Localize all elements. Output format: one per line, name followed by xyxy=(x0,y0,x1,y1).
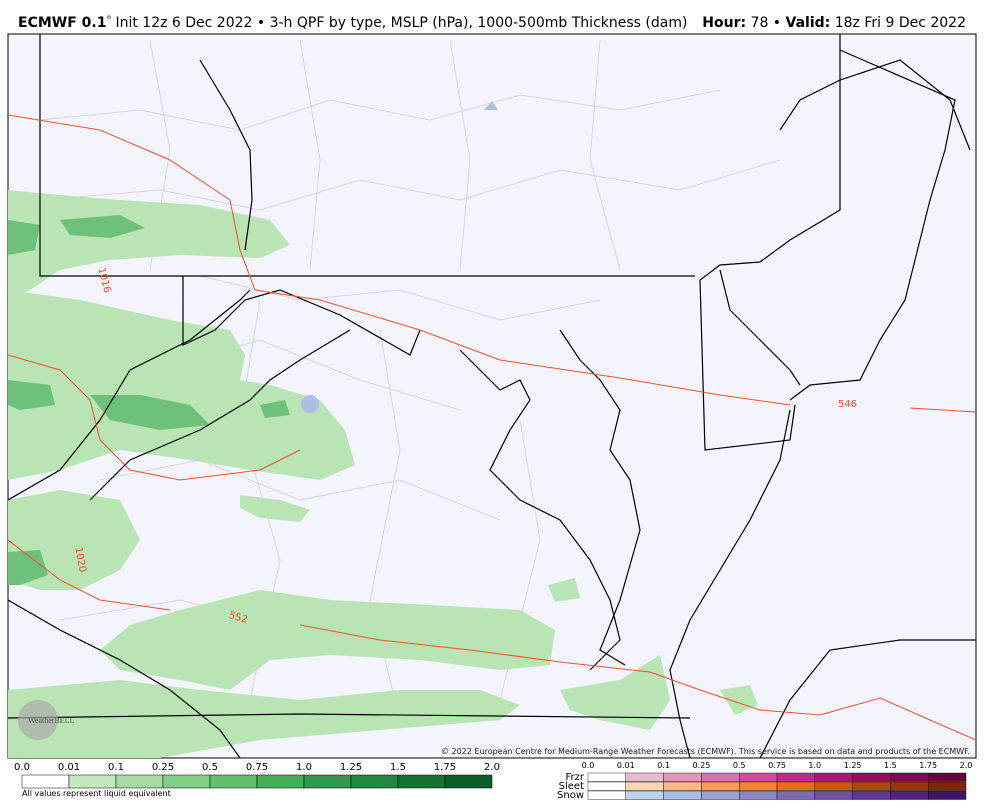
legend-swatch xyxy=(928,772,967,782)
contour-label: 1020 xyxy=(72,546,87,573)
legend-swatch xyxy=(625,790,664,800)
rain-legend: All values represent liquid equivalent 0… xyxy=(14,762,500,798)
legend-swatch xyxy=(814,781,853,791)
model: ECMWF 0.1 xyxy=(18,15,106,31)
legend-swatch xyxy=(701,790,740,800)
watermark: WeatherBELL xyxy=(18,700,75,740)
credit: © 2022 European Centre for Medium-Range … xyxy=(441,747,970,756)
legend-swatch xyxy=(890,772,929,782)
legend-swatch xyxy=(350,774,399,789)
legend-swatch xyxy=(587,781,626,791)
legend-tick: 0.01 xyxy=(58,762,80,773)
legend-swatch xyxy=(663,772,702,782)
legend-swatch xyxy=(739,790,778,800)
legend-swatch xyxy=(701,781,740,791)
legend-tick: 0.25 xyxy=(692,761,710,770)
legend-swatch xyxy=(68,774,117,789)
contours xyxy=(8,114,976,741)
legend-tick: 1.25 xyxy=(844,761,862,770)
legend-swatch xyxy=(663,790,702,800)
description: Init 12z 6 Dec 2022 • 3-h QPF by type, M… xyxy=(115,15,687,31)
legend-tick: 0.5 xyxy=(733,761,746,770)
precip xyxy=(8,101,758,758)
legend-tick: 0.25 xyxy=(152,762,174,773)
legend-tick: 0.0 xyxy=(582,761,595,770)
header-right: Hour: 78 • Valid: 18z Fri 9 Dec 2022 xyxy=(702,15,966,31)
legend-swatch xyxy=(852,781,891,791)
legend-tick: 2.0 xyxy=(960,761,973,770)
legend-swatch xyxy=(739,781,778,791)
legend-tick: 1.75 xyxy=(434,762,456,773)
type-legend: 0.0 0.01 0.1 0.25 0.5 0.75 1.0 1.25 1.5 1.75 2.0 Fr… xyxy=(557,761,972,801)
legend-swatch xyxy=(397,774,446,789)
legend-swatch xyxy=(162,774,211,789)
legend-swatch xyxy=(115,774,164,789)
legend-swatch xyxy=(587,772,626,782)
map: 1016 1020 552 546 WeatherBELL © 2022 Eur… xyxy=(7,33,977,759)
borders xyxy=(8,34,976,758)
legend-swatch xyxy=(625,781,664,791)
header-left: ECMWF 0.1° Init 12z 6 Dec 2022 • 3-h QPF … xyxy=(18,15,687,31)
legend-swatch xyxy=(890,781,929,791)
legend-swatch xyxy=(776,772,815,782)
legend-tick: 0.1 xyxy=(108,762,124,773)
legend-tick: 2.0 xyxy=(484,762,500,773)
legend-tick: 0.1 xyxy=(657,761,670,770)
legend-swatch xyxy=(814,790,853,800)
watermark-text: WeatherBELL xyxy=(28,716,75,725)
legend-swatch xyxy=(303,774,352,789)
contour-label: 546 xyxy=(838,399,857,410)
legend-tick: 0.5 xyxy=(202,762,218,773)
legend-note: All values represent liquid equivalent xyxy=(22,789,171,798)
type-label: Snow xyxy=(557,790,584,801)
legend-swatch xyxy=(776,790,815,800)
legend-swatch xyxy=(852,790,891,800)
legend-swatch xyxy=(928,781,967,791)
legend-swatch xyxy=(739,772,778,782)
legend-swatch xyxy=(928,790,967,800)
legend-swatch xyxy=(444,774,493,789)
legend-swatch xyxy=(814,772,853,782)
map-layers xyxy=(8,34,976,758)
legend-tick: 1.75 xyxy=(919,761,937,770)
legend-tick: 1.5 xyxy=(884,761,897,770)
legend-swatch xyxy=(663,781,702,791)
legend-swatch xyxy=(209,774,258,789)
hour-value: 78 • xyxy=(751,15,782,31)
legend-tick: 1.0 xyxy=(808,761,821,770)
legend-swatch xyxy=(852,772,891,782)
legend-swatch xyxy=(21,774,70,789)
type-label: Frzr xyxy=(566,772,585,783)
legend-tick: 0.01 xyxy=(617,761,635,770)
legend-swatch xyxy=(256,774,305,789)
legend-tick: 1.5 xyxy=(390,762,406,773)
legend-swatch xyxy=(890,790,929,800)
legend-tick: 0.0 xyxy=(14,762,30,773)
degree: ° xyxy=(106,15,111,26)
legend-swatch xyxy=(701,772,740,782)
legend-tick: 1.0 xyxy=(296,762,312,773)
legend-tick: 0.75 xyxy=(768,761,786,770)
legend-tick: 0.75 xyxy=(246,762,268,773)
legend-swatch xyxy=(625,772,664,782)
legend-swatch xyxy=(587,790,626,800)
hour-label: Hour: xyxy=(702,15,746,31)
type-label: Sleet xyxy=(559,781,584,792)
legend-tick: 1.25 xyxy=(340,762,362,773)
valid-label: Valid: xyxy=(786,15,831,31)
contour-label: 552 xyxy=(227,610,248,626)
valid-value: 18z Fri 9 Dec 2022 xyxy=(835,15,966,31)
legend-swatch xyxy=(776,781,815,791)
